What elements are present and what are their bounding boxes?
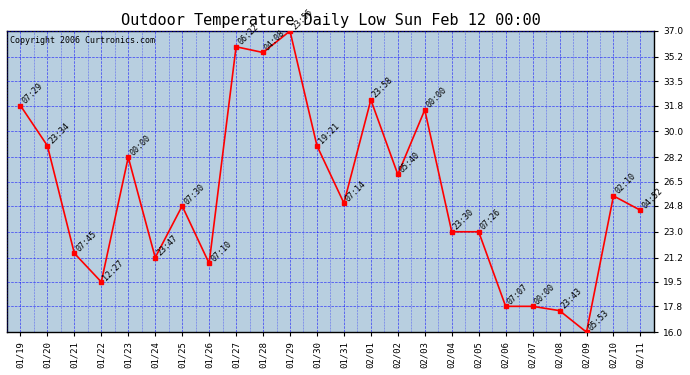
Text: 07:14: 07:14 (344, 179, 368, 203)
Text: 05:53: 05:53 (586, 308, 611, 332)
Text: 04:08: 04:08 (263, 28, 287, 53)
Text: 07:10: 07:10 (209, 239, 233, 263)
Text: 07:07: 07:07 (506, 282, 530, 306)
Text: 23:34: 23:34 (48, 122, 72, 146)
Text: 23:30: 23:30 (452, 208, 476, 232)
Text: 00:00: 00:00 (128, 133, 152, 157)
Text: 00:00: 00:00 (533, 282, 557, 306)
Text: 07:26: 07:26 (479, 208, 503, 232)
Text: 23:56: 23:56 (290, 7, 314, 31)
Text: 23:58: 23:58 (371, 76, 395, 100)
Text: 19:21: 19:21 (317, 122, 341, 146)
Text: 00:00: 00:00 (425, 86, 449, 110)
Text: 23:47: 23:47 (155, 234, 179, 258)
Title: Outdoor Temperature Daily Low Sun Feb 12 00:00: Outdoor Temperature Daily Low Sun Feb 12… (121, 13, 540, 28)
Text: 07:29: 07:29 (21, 81, 44, 105)
Text: 07:30: 07:30 (182, 182, 206, 206)
Text: 02:10: 02:10 (613, 172, 638, 196)
Text: 04:52: 04:52 (640, 186, 664, 210)
Text: 06:22: 06:22 (236, 23, 260, 47)
Text: 05:40: 05:40 (398, 150, 422, 174)
Text: Copyright 2006 Curtronics.com: Copyright 2006 Curtronics.com (10, 36, 155, 45)
Text: 07:45: 07:45 (75, 229, 99, 253)
Text: 23:43: 23:43 (560, 286, 584, 310)
Text: 12:27: 12:27 (101, 258, 126, 282)
